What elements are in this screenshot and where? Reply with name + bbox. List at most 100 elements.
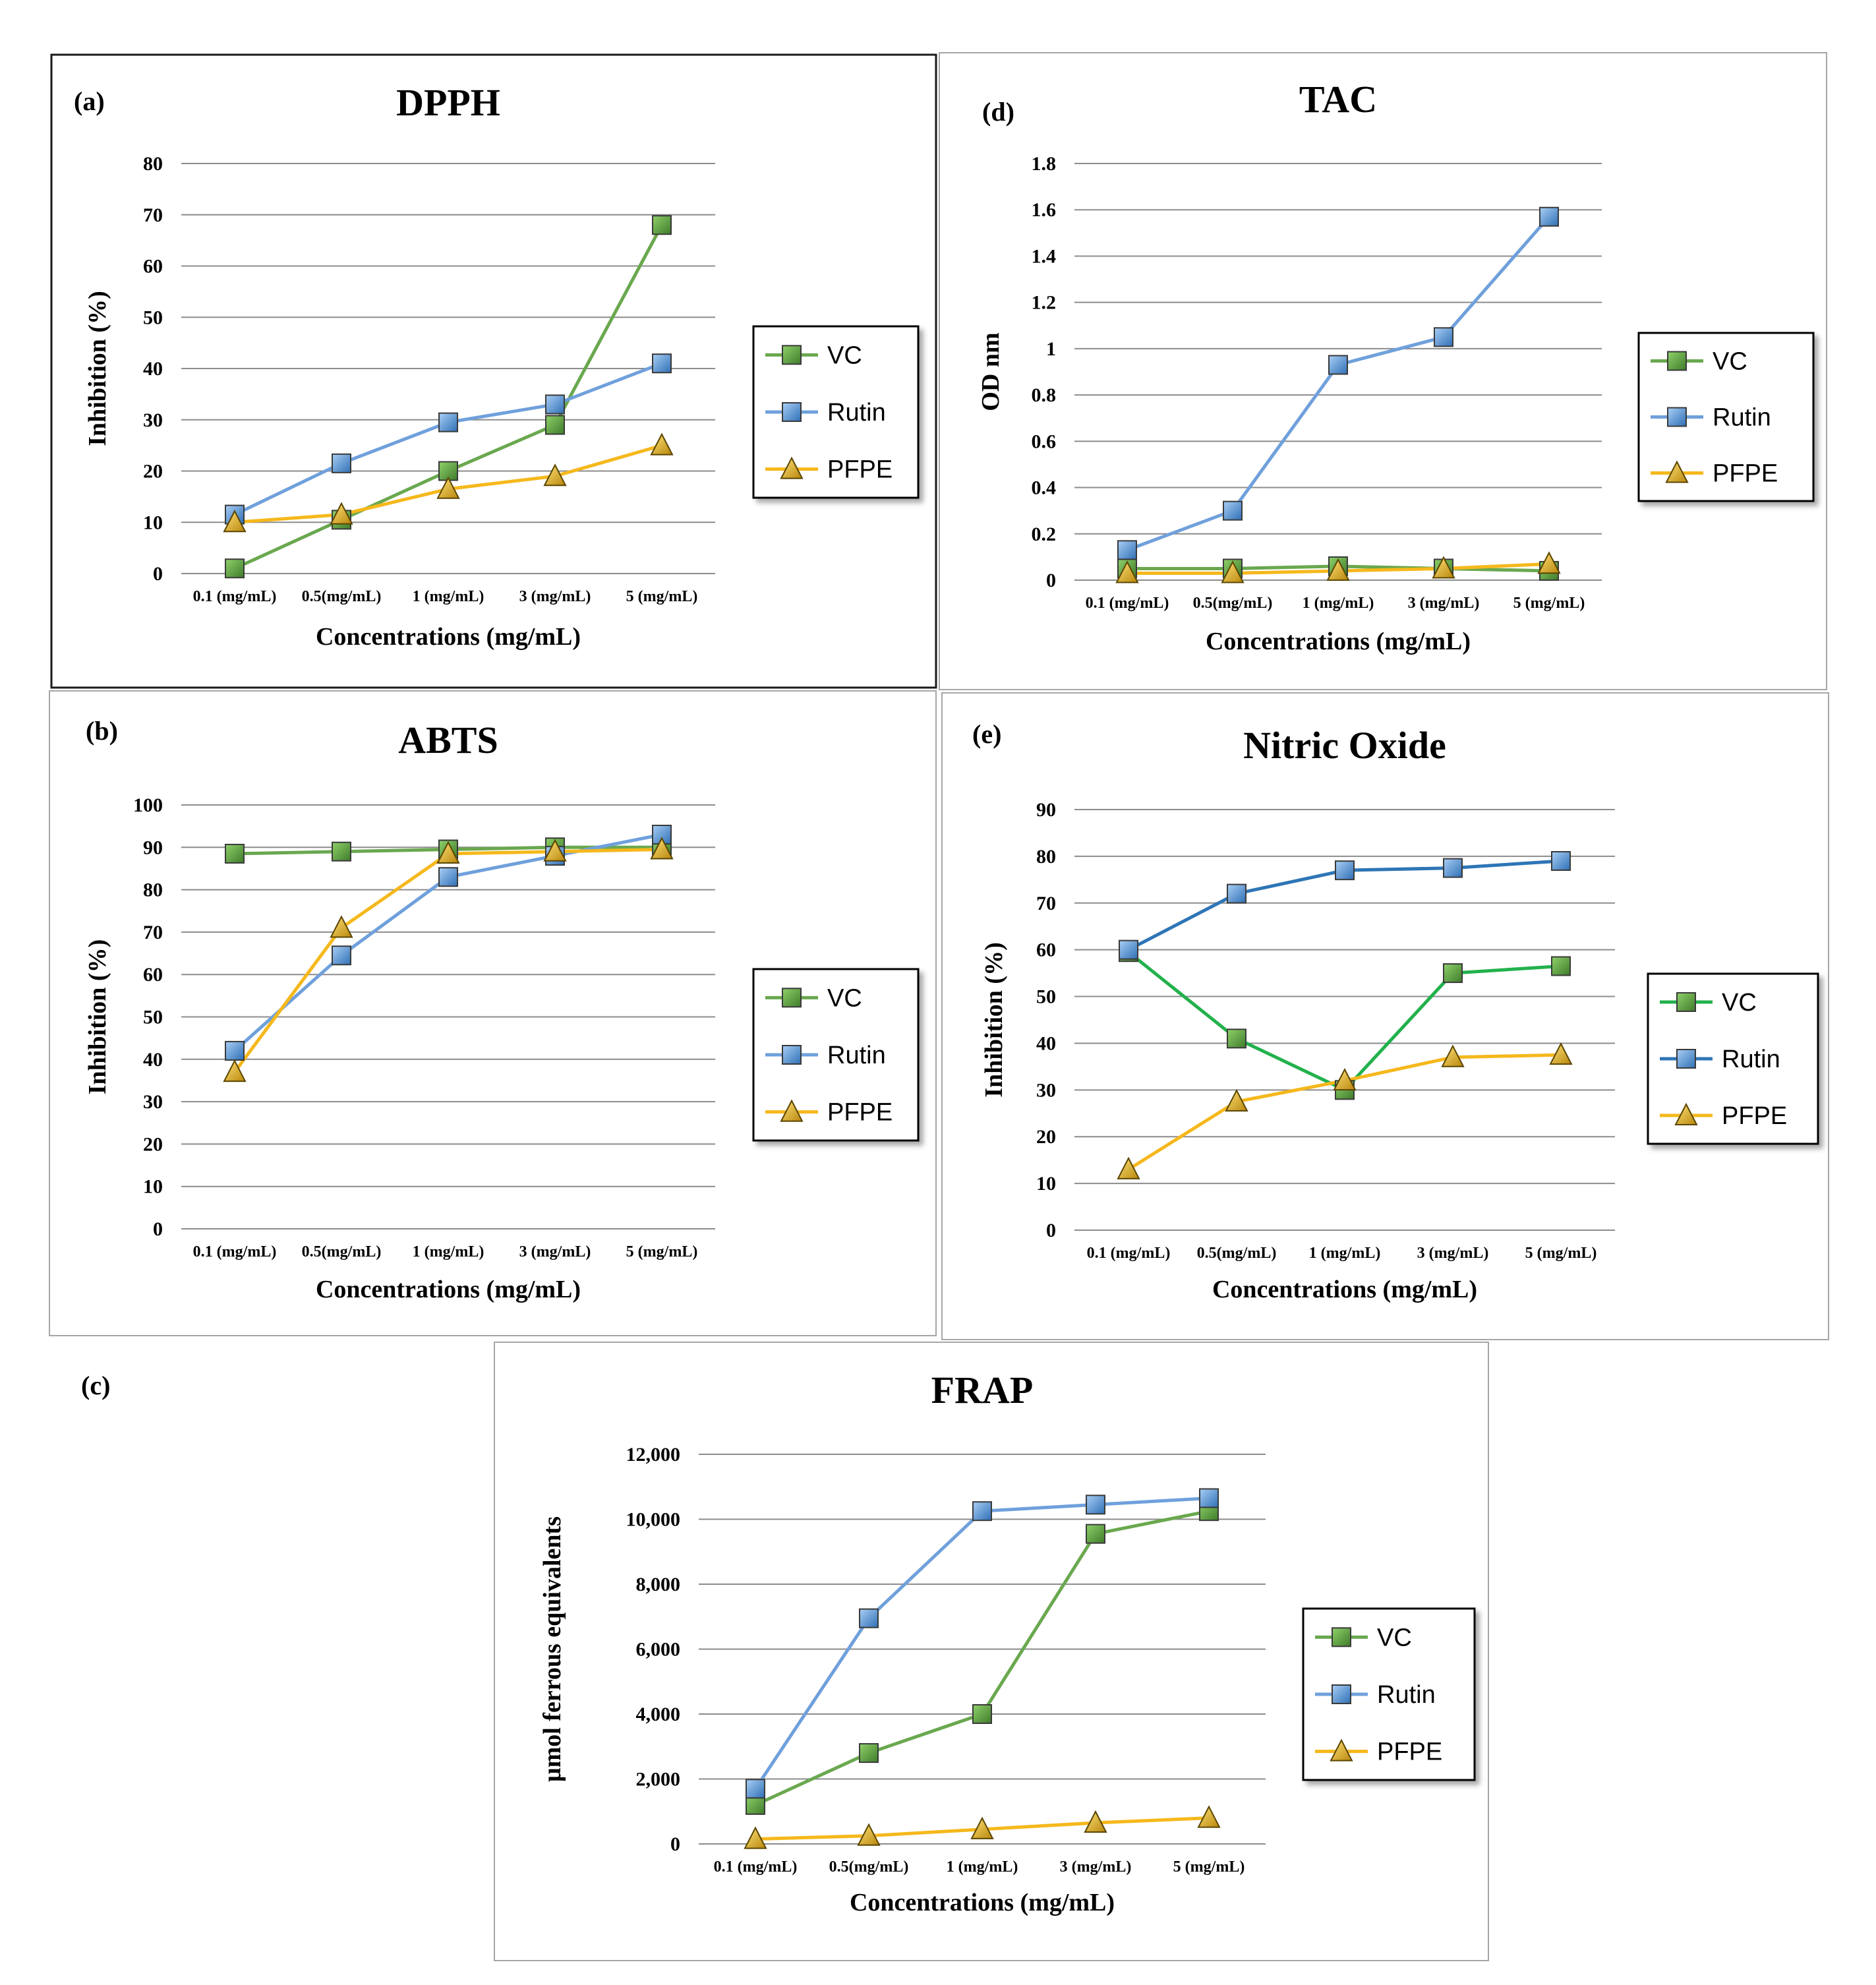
data-point-vc <box>545 415 565 435</box>
y-tick-label: 30 <box>143 1091 163 1113</box>
y-tick-label: 1.8 <box>1032 153 1057 175</box>
legend-label-pfpe: PFPE <box>827 456 893 484</box>
data-point-vc <box>859 1743 879 1763</box>
data-point-vc <box>225 558 245 579</box>
legend-label-vc: VC <box>1722 989 1757 1017</box>
data-point-rutin <box>1199 1488 1219 1508</box>
data-point-pfpe <box>1441 1044 1465 1067</box>
data-point-pfpe <box>1115 560 1139 583</box>
legend-label-vc: VC <box>1377 1624 1412 1651</box>
panel-b-frame <box>49 690 937 1336</box>
data-point-pfpe <box>543 839 567 862</box>
y-tick-label: 90 <box>1036 799 1056 821</box>
x-tick-label: 5 (mg/mL) <box>1513 595 1585 612</box>
x-axis-label: Concentrations (mg/mL) <box>850 1889 1115 1916</box>
data-point-rutin <box>1227 883 1246 904</box>
x-axis-label: Concentrations (mg/mL) <box>1206 628 1471 655</box>
y-tick-label: 50 <box>143 307 163 328</box>
panel-d-frame <box>939 52 1827 690</box>
x-axis-label: Concentrations (mg/mL) <box>316 623 581 651</box>
legend-marker-rutin <box>1667 407 1687 427</box>
y-tick-label: 70 <box>1036 893 1056 914</box>
data-point-pfpe <box>857 1823 881 1846</box>
y-tick-label: 40 <box>1036 1032 1056 1054</box>
data-point-rutin <box>438 867 458 887</box>
y-tick-label: 20 <box>143 461 163 483</box>
data-point-pfpe <box>1225 1088 1248 1112</box>
data-point-rutin <box>1086 1495 1105 1515</box>
y-axis-label: Inhibition (%) <box>84 291 111 446</box>
data-point-vc <box>1551 956 1571 976</box>
x-tick-label: 3 (mg/mL) <box>519 588 591 605</box>
legend-marker-rutin <box>1676 1049 1696 1069</box>
legend-label-pfpe: PFPE <box>1722 1102 1787 1130</box>
panel-c-frame <box>494 1342 1489 1961</box>
data-point-vc <box>1443 963 1463 984</box>
x-tick-label: 0.5(mg/mL) <box>302 1243 382 1260</box>
y-axis-label: OD nm <box>977 332 1005 411</box>
y-tick-label: 10,000 <box>626 1509 681 1531</box>
y-tick-label: 8,000 <box>636 1574 681 1595</box>
y-tick-label: 20 <box>143 1133 163 1155</box>
legend-label-rutin: Rutin <box>1377 1681 1436 1709</box>
chart-title: FRAP <box>931 1369 1034 1411</box>
data-point-rutin <box>1539 206 1559 227</box>
data-point-vc <box>1086 1524 1105 1544</box>
y-tick-label: 80 <box>143 879 163 901</box>
x-tick-label: 0.1 (mg/mL) <box>193 1243 277 1260</box>
data-point-pfpe <box>744 1826 767 1849</box>
data-point-pfpe <box>223 510 247 533</box>
x-axis-label: Concentrations (mg/mL) <box>1212 1276 1477 1303</box>
data-point-rutin <box>972 1501 992 1522</box>
chart-nitric-oxide: Nitric Oxide 0 10 20 30 40 50 60 70 80 90 0.1 (mg/m… <box>980 724 1819 1303</box>
legend-marker-rutin <box>1332 1684 1351 1704</box>
data-point-pfpe <box>1549 1042 1573 1065</box>
x-tick-label: 0.5(mg/mL) <box>1197 1245 1277 1262</box>
data-point-vc <box>225 843 245 864</box>
legend-marker-vc <box>1667 351 1687 371</box>
x-tick-label: 3 (mg/mL) <box>519 1243 591 1260</box>
y-tick-label: 0 <box>1046 1220 1056 1241</box>
y-tick-label: 12,000 <box>626 1444 681 1466</box>
y-tick-label: 90 <box>143 837 163 858</box>
y-tick-label: 10 <box>143 1176 163 1198</box>
legend-label-pfpe: PFPE <box>1713 460 1778 488</box>
y-tick-label: 70 <box>143 204 163 226</box>
data-point-pfpe <box>543 463 567 487</box>
data-point-rutin <box>1328 355 1348 375</box>
legend-label-rutin: Rutin <box>1713 404 1771 432</box>
x-tick-label: 5 (mg/mL) <box>626 588 698 605</box>
data-point-pfpe <box>1117 1156 1140 1179</box>
data-point-rutin <box>1443 858 1463 878</box>
data-point-rutin <box>1119 939 1138 960</box>
y-tick-label: 0 <box>153 563 163 585</box>
data-point-rutin <box>1117 540 1137 560</box>
x-axis-label: Concentrations (mg/mL) <box>316 1276 581 1303</box>
chart-title: ABTS <box>398 719 498 761</box>
y-tick-label: 0.8 <box>1032 384 1057 406</box>
x-tick-label: 0.1 (mg/mL) <box>714 1858 798 1876</box>
y-tick-label: 60 <box>143 964 163 986</box>
y-tick-label: 40 <box>143 358 163 380</box>
x-tick-label: 1 (mg/mL) <box>413 1243 484 1260</box>
y-tick-label: 0 <box>670 1833 680 1855</box>
x-tick-label: 5 (mg/mL) <box>1525 1245 1597 1262</box>
y-tick-label: 10 <box>143 512 163 533</box>
y-tick-label: 1.4 <box>1032 245 1057 267</box>
y-tick-label: 60 <box>143 256 163 278</box>
data-point-rutin <box>332 453 351 473</box>
x-tick-label: 0.1 (mg/mL) <box>193 588 277 605</box>
legend-label-pfpe: PFPE <box>827 1099 893 1127</box>
series-line-rutin <box>753 1496 1210 1790</box>
series-line-rutin <box>233 833 662 1052</box>
y-tick-label: 2,000 <box>636 1769 681 1791</box>
legend-marker-vc <box>1332 1627 1351 1647</box>
data-point-pfpe <box>436 476 460 499</box>
panel-e-label: (e) <box>972 719 1001 749</box>
data-point-pfpe <box>330 502 353 525</box>
data-point-pfpe <box>1432 556 1455 579</box>
x-tick-label: 3 (mg/mL) <box>1408 595 1480 612</box>
panel-b-label: (b) <box>86 716 118 746</box>
data-point-pfpe <box>1197 1805 1221 1828</box>
x-tick-label: 3 (mg/mL) <box>1417 1245 1489 1262</box>
